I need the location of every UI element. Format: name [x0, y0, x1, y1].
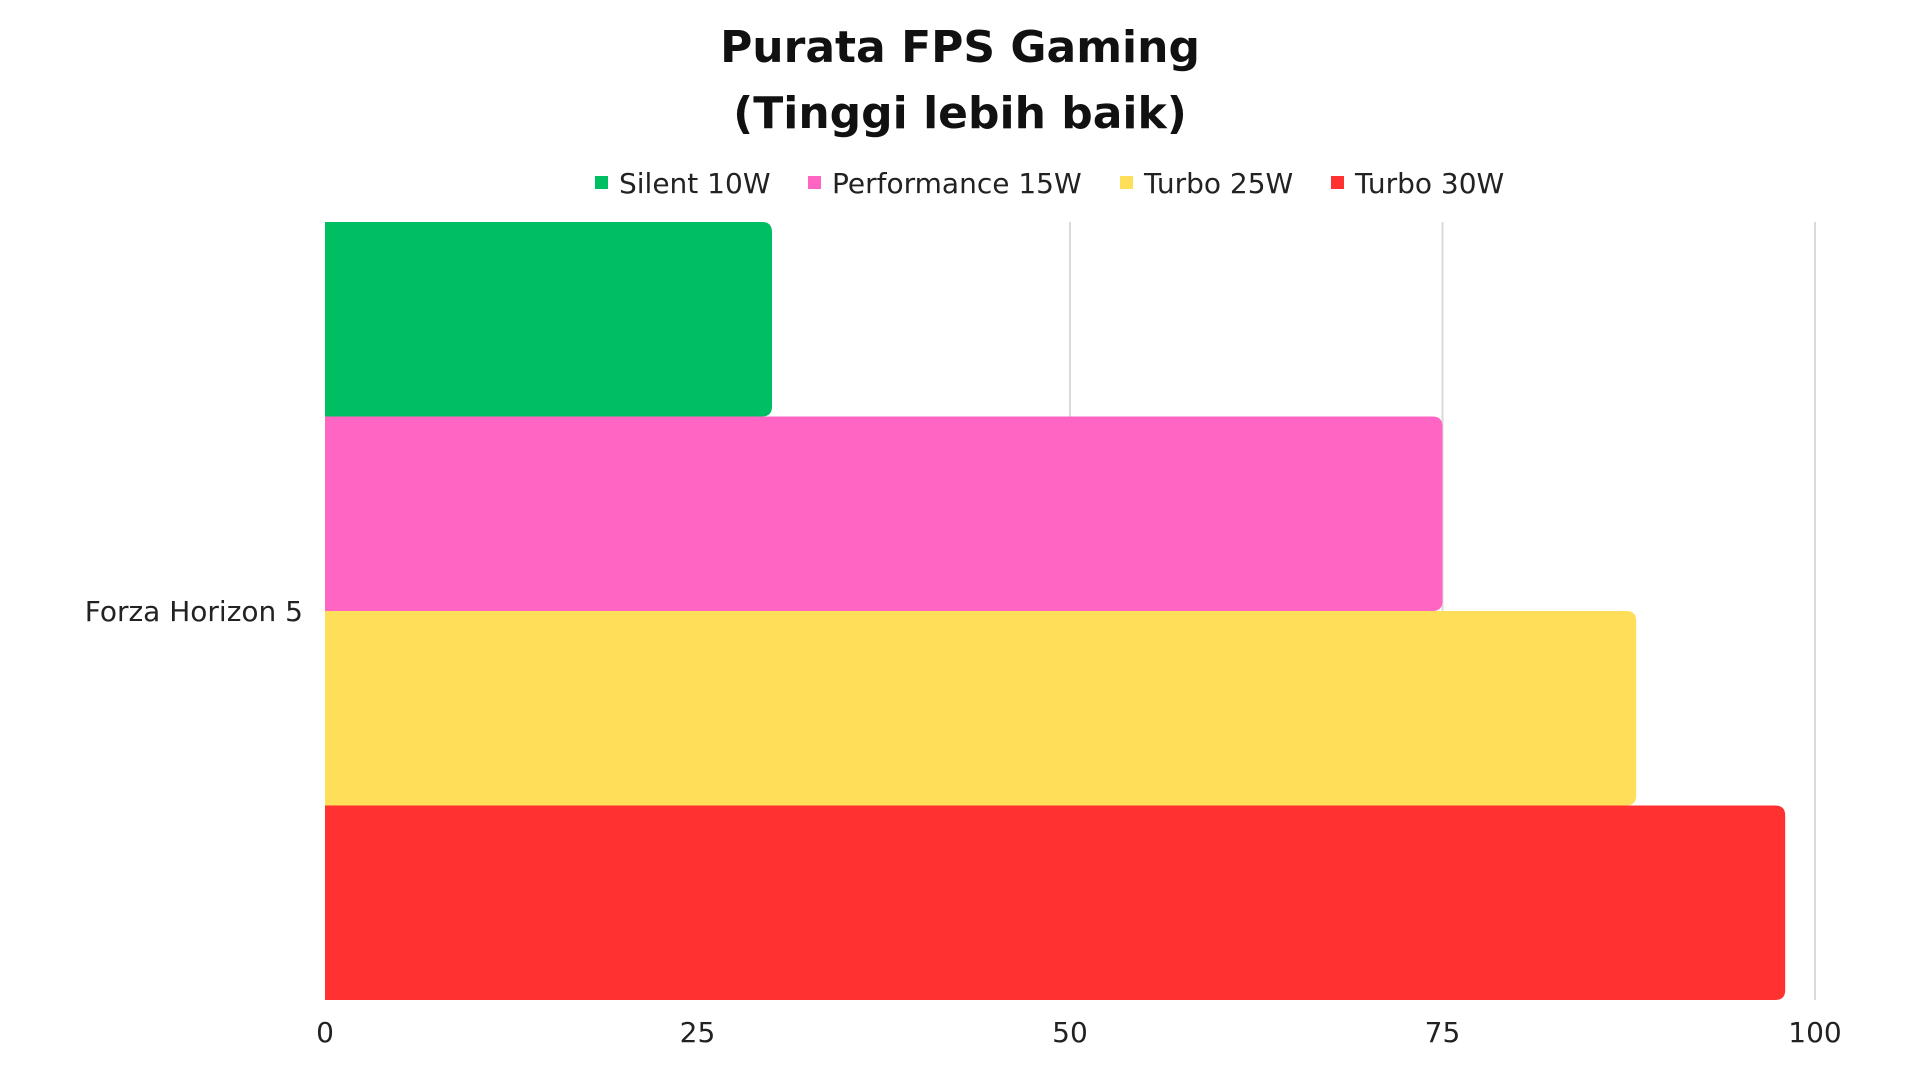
bars-layer	[325, 222, 1786, 1000]
chart-subtitle: (Tinggi lebih baik)	[733, 88, 1187, 139]
category-label: Forza Horizon 5	[85, 595, 303, 628]
chart-title: Purata FPS Gaming	[720, 22, 1200, 73]
x-tick-label-100: 100	[1788, 1016, 1841, 1049]
x-tick-label-75: 75	[1425, 1016, 1461, 1049]
bar-performance-15w	[325, 416, 1443, 611]
legend-label-turbo-25w: Turbo 25W	[1143, 167, 1293, 200]
x-tick-label-50: 50	[1052, 1016, 1088, 1049]
legend-swatch-turbo-25w	[1120, 176, 1133, 189]
legend-label-silent-10w: Silent 10W	[619, 167, 771, 200]
legend-swatch-silent-10w	[595, 176, 608, 189]
bar-turbo-30w	[325, 805, 1786, 1000]
legend-swatch-performance-15w	[808, 176, 821, 189]
legend: Silent 10W Performance 15W Turbo 25W Turbo …	[595, 167, 1504, 200]
bar-turbo-25w	[325, 611, 1637, 806]
x-axis-ticks: 0 25 50 75 100	[316, 1016, 1842, 1049]
legend-label-turbo-30w: Turbo 30W	[1354, 167, 1504, 200]
y-axis-categories: Forza Horizon 5	[85, 595, 303, 628]
legend-swatch-turbo-30w	[1331, 176, 1344, 189]
bar-silent-10w	[325, 222, 772, 417]
x-tick-label-0: 0	[316, 1016, 334, 1049]
legend-label-performance-15w: Performance 15W	[832, 167, 1082, 200]
x-tick-label-25: 25	[680, 1016, 716, 1049]
